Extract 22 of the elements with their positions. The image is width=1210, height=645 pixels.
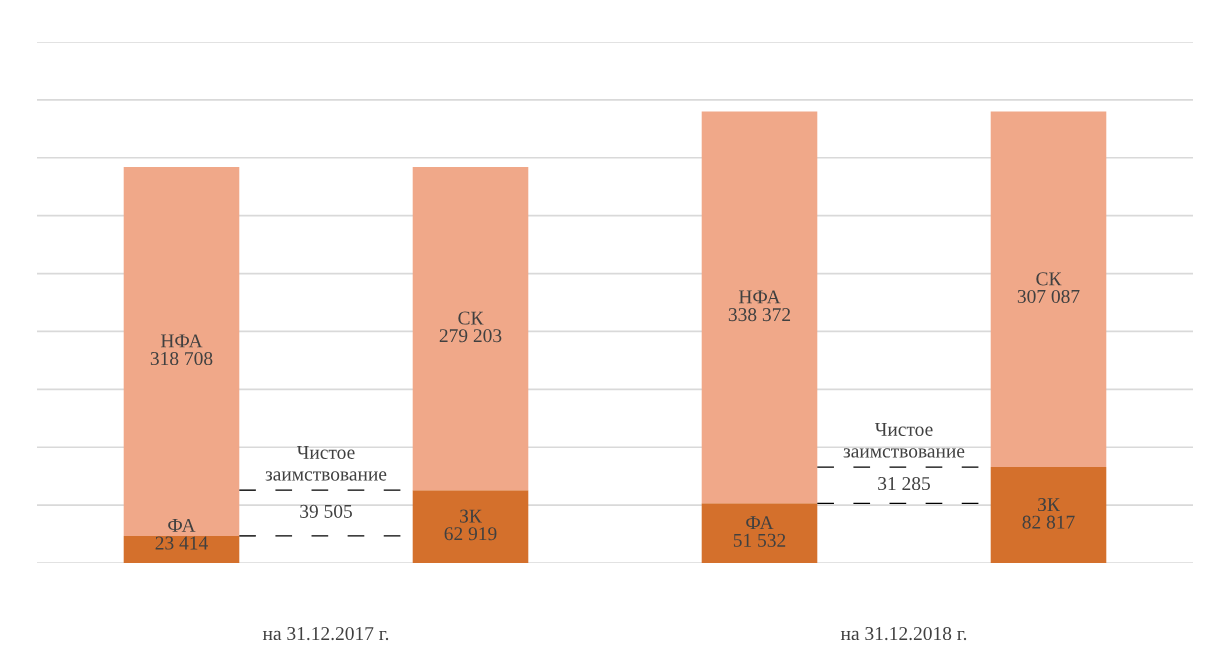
data-label: ЗК 62 919 bbox=[444, 509, 497, 541]
data-label: ЗК 82 817 bbox=[1022, 498, 1075, 529]
bar bbox=[412, 490, 529, 563]
annotation: 31 285 bbox=[878, 476, 930, 491]
data-label: ФА 23 414 bbox=[155, 518, 208, 550]
data-label: НФА 338 372 bbox=[728, 290, 791, 322]
annotation: Чистое заимствование bbox=[843, 423, 965, 458]
text: на 31.12.2018 г. bbox=[840, 626, 967, 641]
annotation: 39 505 bbox=[300, 504, 352, 518]
data-label: НФА 318 708 bbox=[150, 334, 213, 366]
bar bbox=[990, 467, 1107, 563]
data-label: СК 279 203 bbox=[439, 311, 502, 343]
bar bbox=[990, 111, 1107, 468]
annotation: Чистое заимствование bbox=[265, 446, 387, 481]
bar bbox=[123, 166, 240, 536]
bar bbox=[123, 535, 240, 563]
data-label: ФА 51 532 bbox=[733, 516, 786, 547]
bar bbox=[412, 166, 529, 491]
data-label: СК 307 087 bbox=[1017, 272, 1080, 304]
bar bbox=[701, 111, 818, 504]
bar bbox=[701, 503, 818, 563]
text: на 31.12.2017 г. bbox=[262, 626, 389, 641]
